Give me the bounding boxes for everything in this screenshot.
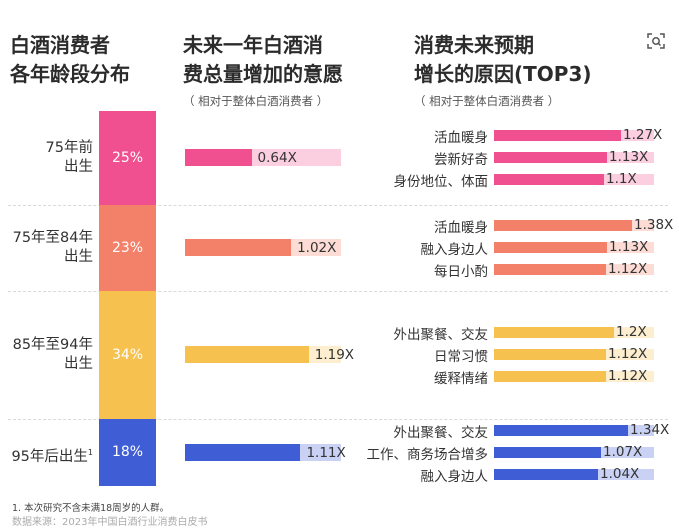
reason-bar <box>494 130 621 142</box>
age-group-label-line: 出生 <box>64 248 93 265</box>
reason-value-label: 1.12X <box>608 346 648 363</box>
reason-name-label: 融入身边人 <box>420 242 489 259</box>
reason-value-label: 1.13X <box>609 239 649 256</box>
age-group-label: 85年至94年出生 <box>13 336 93 374</box>
reason-name-label: 缓释情绪 <box>434 371 488 388</box>
reason-bar <box>494 424 628 436</box>
age-group-label-line: 出生 <box>64 158 93 175</box>
reason-value-label: 1.13X <box>609 149 649 166</box>
footnote: 1. 本次研究不含未满18周岁的人群。 <box>12 503 170 514</box>
intent-bar-track <box>185 443 341 461</box>
heading-consumption-intent: 未来一年白酒消 费总量增加的意愿 <box>183 33 343 86</box>
intent-bar <box>185 346 309 364</box>
heading-age-distribution: 白酒消费者 各年龄段分布 <box>10 33 130 86</box>
reason-name-label: 尝新好奇 <box>434 152 488 169</box>
reason-name-label: 工作、商务场合增多 <box>366 446 489 463</box>
age-group-label-line: 75年至84年 <box>12 229 93 246</box>
scan-icon[interactable] <box>646 31 666 51</box>
reason-name-label: 外出聚餐、交友 <box>393 424 489 441</box>
reason-value-label: 1.07X <box>603 443 643 460</box>
reason-value-label: 1.12X <box>608 261 648 278</box>
reason-bar <box>494 174 604 186</box>
age-group-label-line: 95年后出生1 <box>11 447 93 465</box>
reason-bar-track <box>494 242 654 254</box>
reason-bar <box>494 349 606 361</box>
reason-bar <box>494 468 598 480</box>
reason-name-label: 融入身边人 <box>420 468 489 485</box>
age-group-label: 95年后出生1 <box>11 443 93 467</box>
reason-bar <box>494 371 606 383</box>
reason-name-label: 每日小酌 <box>434 264 488 281</box>
intent-value-label: 0.64X <box>257 150 297 167</box>
age-group-label-line: 85年至94年 <box>12 336 93 353</box>
reason-name-label: 活血暖身 <box>434 130 488 147</box>
reason-bar-track <box>494 349 654 361</box>
reason-bar-track <box>494 174 654 186</box>
intent-bar <box>185 443 301 461</box>
group-separator <box>8 291 668 292</box>
reason-bar-track <box>494 371 654 383</box>
age-group-label: 75年前出生 <box>46 139 93 177</box>
reason-bar-track <box>494 446 654 458</box>
reason-bar-track <box>494 468 654 480</box>
reason-value-label: 1.34X <box>630 421 670 438</box>
reason-bar <box>494 152 607 164</box>
reason-value-label: 1.12X <box>608 368 648 385</box>
reason-bar <box>494 242 607 254</box>
subheading-intent-note: （ 相对于整体白酒消费者 ） <box>183 94 329 108</box>
subheading-reasons-note: （ 相对于整体白酒消费者 ） <box>414 94 560 108</box>
reason-bar-track <box>494 264 654 276</box>
intent-bar <box>185 149 252 167</box>
reason-name-label: 活血暖身 <box>434 220 488 237</box>
age-group-label-line: 75年前 <box>45 139 93 156</box>
reason-value-label: 1.1X <box>606 171 637 188</box>
reason-name-label: 身份地位、体面 <box>393 174 489 191</box>
reason-bar-track <box>494 130 654 142</box>
age-share-segment: 34% <box>99 291 156 419</box>
reason-bar-track <box>494 327 654 339</box>
intent-bar <box>185 239 292 257</box>
age-share-segment: 23% <box>99 204 156 291</box>
reason-bar <box>494 220 632 232</box>
age-share-segment: 25% <box>99 111 156 205</box>
heading-growth-reasons: 消费未来预期 增长的原因(TOP3) <box>414 33 592 86</box>
footnote-marker: 1 <box>87 447 93 457</box>
reason-bar <box>494 446 601 458</box>
reason-bar-track <box>494 220 654 232</box>
reason-name-label: 外出聚餐、交友 <box>393 327 489 344</box>
reason-value-label: 1.2X <box>616 324 647 341</box>
group-separator <box>8 204 668 206</box>
reason-name-label: 日常习惯 <box>434 349 488 366</box>
intent-bar-track <box>185 149 341 167</box>
reason-bar <box>494 264 606 276</box>
intent-bar-track <box>185 346 341 364</box>
reason-value-label: 1.38X <box>634 217 674 234</box>
intent-bar-track <box>185 239 341 257</box>
reason-bar-track <box>494 152 654 164</box>
intent-value-label: 1.19X <box>314 347 355 364</box>
reason-value-label: 1.27X <box>623 127 663 144</box>
age-group-label-line: 出生 <box>64 355 93 372</box>
intent-value-label: 1.02X <box>297 240 337 257</box>
age-group-label: 75年至84年出生 <box>13 229 93 267</box>
age-share-segment: 18% <box>99 418 156 486</box>
reason-value-label: 1.04X <box>600 465 640 482</box>
source-note: 数据来源：2023年中国白酒行业消费白皮书 <box>12 517 208 528</box>
intent-value-label: 1.11X <box>306 444 346 461</box>
reason-bar <box>494 327 614 339</box>
reason-bar-track <box>494 424 654 436</box>
group-separator <box>8 418 668 420</box>
